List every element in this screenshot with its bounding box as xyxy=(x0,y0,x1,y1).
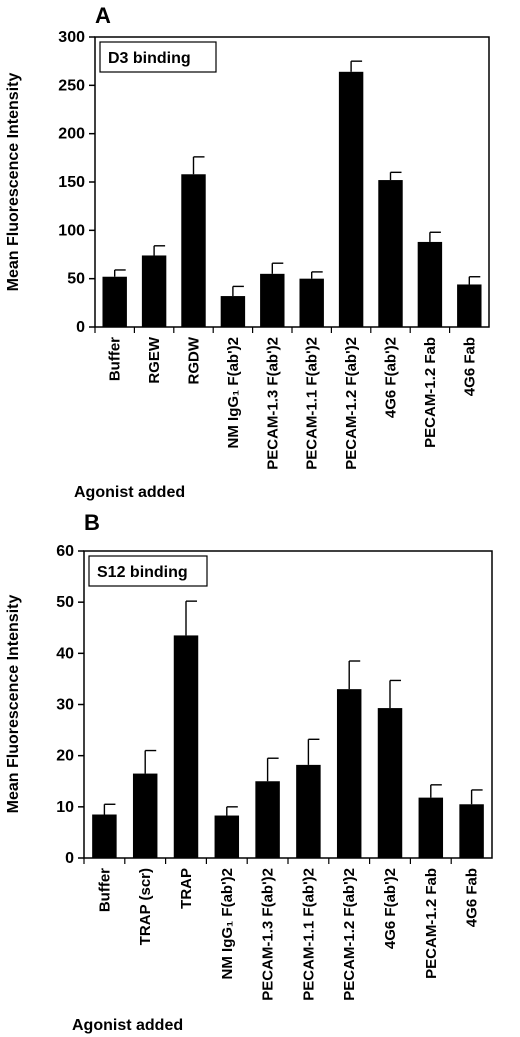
bar xyxy=(378,180,403,327)
panel-b-legend: S12 binding xyxy=(97,564,188,581)
category-label: PECAM-1.3 F(ab')2 xyxy=(264,337,281,470)
category-label: PECAM-1.2 F(ab')2 xyxy=(343,337,360,470)
category-label: RGEW xyxy=(146,336,163,384)
y-tick-label: 150 xyxy=(58,174,85,191)
panel-b: B 0 10 20 30 40 50 60 Buffer TRAP (scr) TRAP NM I… xyxy=(5,510,493,1034)
bar xyxy=(418,797,444,858)
panel-a-bars xyxy=(102,60,482,327)
bar xyxy=(417,241,443,327)
y-tick-label: 60 xyxy=(56,543,74,560)
panel-a: A 0 50 100 150 200 250 300 Buffer RGEW RGDW NM Ig… xyxy=(5,3,490,501)
panel-b-y-axis: 0 10 20 30 40 50 60 xyxy=(56,543,84,867)
bar xyxy=(141,255,167,327)
y-tick-label: 300 xyxy=(58,29,85,46)
bar xyxy=(132,773,158,858)
panel-b-x-axis: Buffer TRAP (scr) TRAP NM IgG₁ F(ab')2 PECAM… xyxy=(83,858,481,1001)
bar xyxy=(299,278,324,327)
y-tick-label: 0 xyxy=(76,319,85,336)
bar xyxy=(173,635,199,858)
panel-b-letter: B xyxy=(84,510,100,535)
category-label: PECAM-1.3 F(ab')2 xyxy=(260,868,277,1001)
category-label: PECAM-1.1 F(ab')2 xyxy=(300,868,317,1001)
category-label: 4G6 Fab xyxy=(464,868,481,927)
bar xyxy=(102,276,127,327)
bar xyxy=(336,689,362,858)
category-label: 4G6 F(ab')2 xyxy=(383,337,400,418)
bar xyxy=(296,764,321,858)
bar xyxy=(457,284,482,327)
category-label: Buffer xyxy=(107,337,124,381)
category-label: NM IgG₁ F(ab')2 xyxy=(225,337,242,448)
category-label: NM IgG₁ F(ab')2 xyxy=(219,868,236,979)
panel-a-letter: A xyxy=(95,3,111,28)
category-label: 4G6 F(ab')2 xyxy=(382,868,399,949)
bar xyxy=(92,814,117,858)
category-label: PECAM-1.2 F(ab')2 xyxy=(341,868,358,1001)
y-tick-label: 50 xyxy=(67,271,85,288)
bar xyxy=(260,273,285,327)
category-label: PECAM-1.2 Fab xyxy=(422,337,439,448)
panel-a-x-axis: Buffer RGEW RGDW NM IgG₁ F(ab')2 PECAM-1.3 F… xyxy=(94,327,478,470)
panel-a-legend-box xyxy=(99,41,217,73)
y-tick-label: 250 xyxy=(58,77,85,94)
y-tick-label: 100 xyxy=(58,222,85,239)
panel-a-legend: D3 binding xyxy=(108,50,191,67)
y-tick-label: 50 xyxy=(56,594,74,611)
panel-a-ylabel: Mean Fluorescence Intensity xyxy=(5,73,22,292)
y-tick-label: 40 xyxy=(56,645,74,662)
panel-b-xlabel: Agonist added xyxy=(72,1017,183,1034)
y-tick-label: 200 xyxy=(58,126,85,143)
bar xyxy=(338,71,364,327)
panel-a-y-axis: 0 50 100 150 200 250 300 xyxy=(58,29,95,336)
y-tick-label: 20 xyxy=(56,748,74,765)
category-label: 4G6 Fab xyxy=(461,337,478,396)
bar xyxy=(181,174,206,327)
category-label: Buffer xyxy=(96,868,113,912)
y-tick-label: 30 xyxy=(56,697,74,714)
bar xyxy=(377,708,403,858)
panel-a-xlabel: Agonist added xyxy=(74,484,185,501)
bar xyxy=(214,815,240,858)
category-label: RGDW xyxy=(186,336,203,384)
category-label: PECAM-1.2 Fab xyxy=(423,868,440,979)
category-label: TRAP xyxy=(178,868,195,909)
y-tick-label: 0 xyxy=(65,850,74,867)
category-label: TRAP (scr) xyxy=(137,868,154,945)
panel-b-ylabel: Mean Fluorescence Intensity xyxy=(5,595,22,814)
category-label: PECAM-1.1 F(ab')2 xyxy=(304,337,321,470)
bar xyxy=(459,804,484,858)
bar xyxy=(220,296,246,327)
panel-b-legend-box xyxy=(88,555,208,587)
panel-b-bars xyxy=(92,600,484,858)
y-tick-label: 10 xyxy=(56,799,74,816)
bar xyxy=(255,781,280,858)
